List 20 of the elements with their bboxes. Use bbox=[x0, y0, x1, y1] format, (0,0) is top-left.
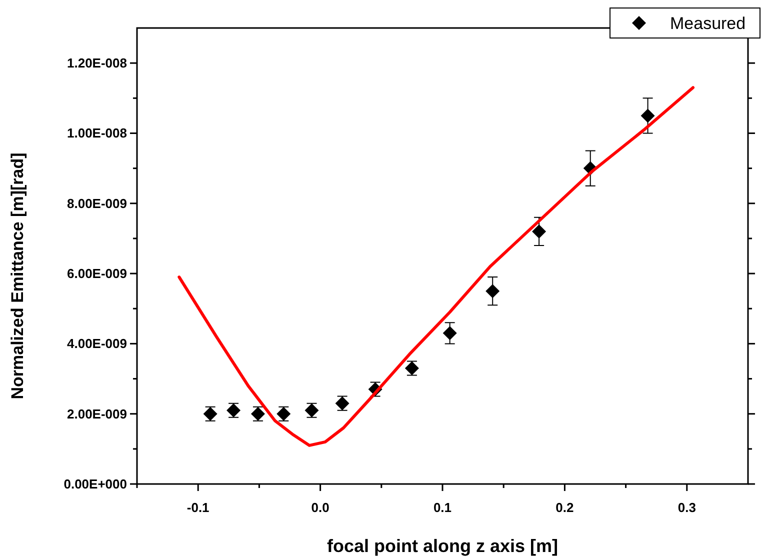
point bbox=[640, 108, 655, 123]
y-tick-label: 8.00E-009 bbox=[67, 196, 127, 211]
y-tick-label: 1.00E-008 bbox=[67, 126, 127, 141]
point bbox=[442, 326, 457, 340]
point bbox=[486, 284, 500, 298]
x-axis-title: focal point along z axis [m] bbox=[326, 536, 558, 556]
x-tick-label: 0.2 bbox=[556, 500, 574, 515]
y-tick-label: 6.00E-009 bbox=[67, 266, 127, 282]
y-tick-label: 0.00E+000 bbox=[64, 476, 127, 492]
line-series bbox=[178, 86, 695, 447]
x-tick-label: 0.3 bbox=[678, 500, 696, 515]
point bbox=[532, 224, 546, 238]
y-axis-title: Normalized Emittance [m][rad] bbox=[8, 152, 27, 400]
x-tick-label: -0.1 bbox=[186, 500, 210, 515]
x-tick-label: 0.1 bbox=[433, 500, 452, 515]
y-tick-label: 4.00E-009 bbox=[67, 336, 127, 352]
y-tick-label: 2.00E-009 bbox=[67, 406, 127, 422]
x-tick-label: 0.0 bbox=[311, 500, 330, 515]
legend-label: Measured bbox=[670, 14, 746, 33]
y-tick-label: 1.20E-008 bbox=[67, 56, 127, 71]
